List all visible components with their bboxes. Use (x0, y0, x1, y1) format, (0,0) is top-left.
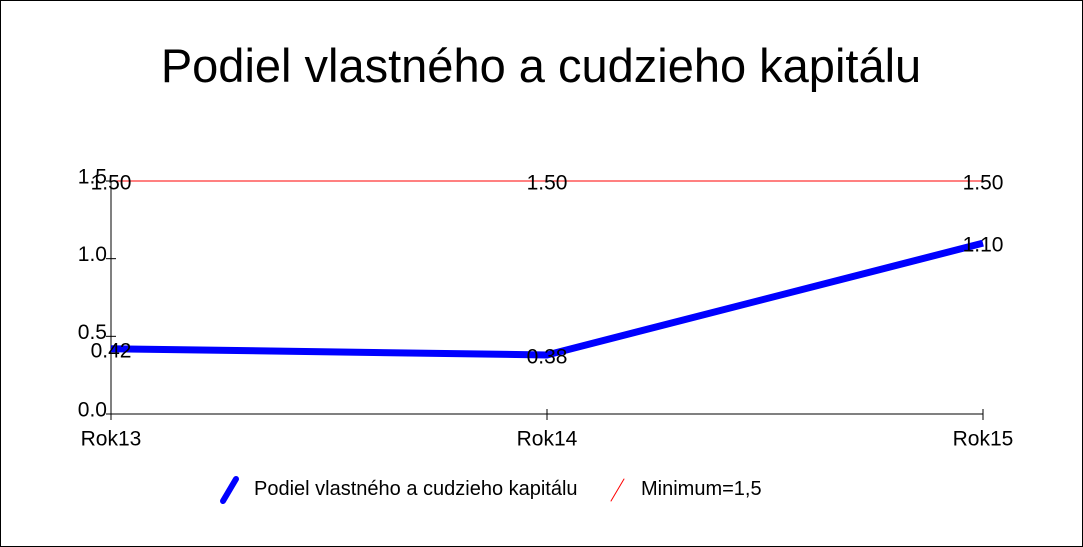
chart-title: Podiel vlastného a cudzieho kapitálu (160, 39, 922, 92)
y-tick-label: 1.0 (78, 243, 107, 266)
data-label: 1.50 (527, 172, 568, 195)
data-label: 0.42 (91, 339, 132, 362)
legend-marker (220, 476, 239, 504)
y-tick-label: 0.5 (78, 321, 107, 344)
y-tick-label: 0.0 (78, 399, 107, 422)
x-tick-label: Rok15 (953, 428, 1014, 451)
series-line (110, 239, 984, 359)
data-label: 1.50 (91, 172, 132, 195)
data-label: 0.38 (527, 346, 568, 369)
data-label: 1.50 (963, 172, 1004, 195)
legend-label: Podiel vlastného a cudzieho kapitálu (254, 478, 578, 500)
x-tick-label: Rok14 (517, 428, 578, 451)
legend-label: Minimum=1,5 (641, 478, 762, 500)
x-tick-label: Rok13 (81, 428, 142, 451)
legend-marker (610, 478, 625, 502)
data-label: 1.10 (963, 234, 1004, 257)
y-tick-label: 1.5 (78, 166, 107, 189)
